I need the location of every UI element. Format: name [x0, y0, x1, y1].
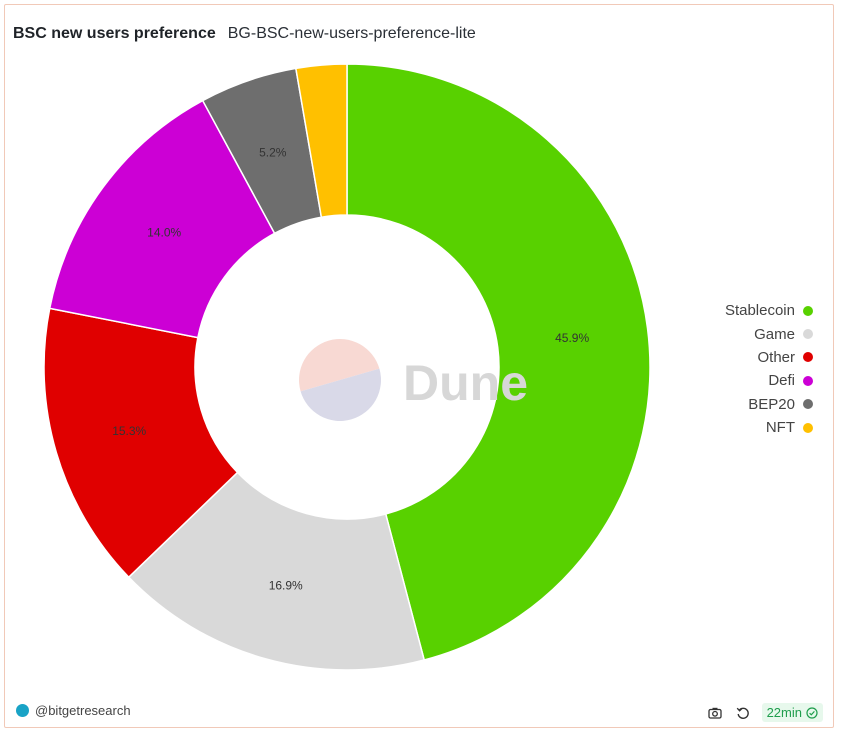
slice-stablecoin[interactable] — [346, 63, 651, 661]
check-circle-icon — [806, 706, 818, 719]
slice-label-other: 15.3% — [112, 424, 146, 438]
dune-logo-bottom-half — [300, 368, 381, 421]
legend-swatch — [803, 399, 813, 410]
legend-item-other[interactable]: Other — [725, 346, 813, 369]
bitget-logo-icon — [16, 704, 29, 717]
slice-label-stablecoin: 45.9% — [555, 331, 589, 345]
legend-item-nft[interactable]: NFT — [725, 416, 813, 439]
dune-watermark-text: Dune — [403, 355, 528, 411]
slice-label-defi: 14.0% — [147, 225, 181, 239]
legend-swatch — [803, 352, 813, 363]
legend-swatch — [803, 305, 813, 316]
legend-label: BEP20 — [748, 395, 795, 413]
slice-labels: 45.9% 16.9% 15.3% 14.0% 5.2% — [112, 145, 589, 592]
slice-game[interactable] — [127, 471, 426, 671]
refresh-status-badge[interactable]: 22min — [761, 703, 823, 722]
chart-header: BSC new users preference BG-BSC-new-user… — [13, 23, 476, 45]
legend-label: Defi — [768, 372, 795, 390]
legend-item-defi[interactable]: Defi — [725, 369, 813, 392]
slice-label-bep20: 5.2% — [259, 145, 287, 159]
legend-label: Other — [757, 348, 795, 366]
legend-swatch — [803, 422, 813, 433]
chart-title: BSC new users preference — [13, 25, 216, 42]
legend-swatch — [803, 375, 813, 386]
slice-label-game: 16.9% — [269, 579, 303, 593]
dune-watermark: Dune — [299, 339, 528, 421]
legend-item-game[interactable]: Game — [725, 322, 813, 345]
dune-logo-top-half — [299, 339, 380, 392]
legend-label: Game — [754, 325, 795, 343]
camera-icon[interactable] — [706, 704, 724, 722]
chart-actions: 22min — [706, 703, 823, 722]
author-handle[interactable]: @bitgetresearch — [35, 703, 131, 718]
slice-other[interactable] — [43, 307, 239, 579]
slice-nft[interactable] — [294, 63, 348, 219]
legend-swatch — [803, 329, 813, 340]
donut-slices — [43, 63, 651, 671]
legend-item-stablecoin[interactable]: Stablecoin — [725, 299, 813, 322]
refresh-icon[interactable] — [734, 704, 752, 722]
chart-legend: Stablecoin Game Other Defi BEP20 NFT — [725, 299, 813, 439]
refresh-age: 22min — [766, 705, 802, 720]
slice-defi[interactable] — [48, 99, 276, 339]
legend-label: Stablecoin — [724, 302, 795, 320]
query-name[interactable]: BG-BSC-new-users-preference-lite — [227, 25, 476, 42]
author-credit[interactable]: @bitgetresearch — [16, 703, 131, 718]
legend-label: NFT — [765, 419, 795, 437]
legend-item-bep20[interactable]: BEP20 — [725, 393, 813, 416]
